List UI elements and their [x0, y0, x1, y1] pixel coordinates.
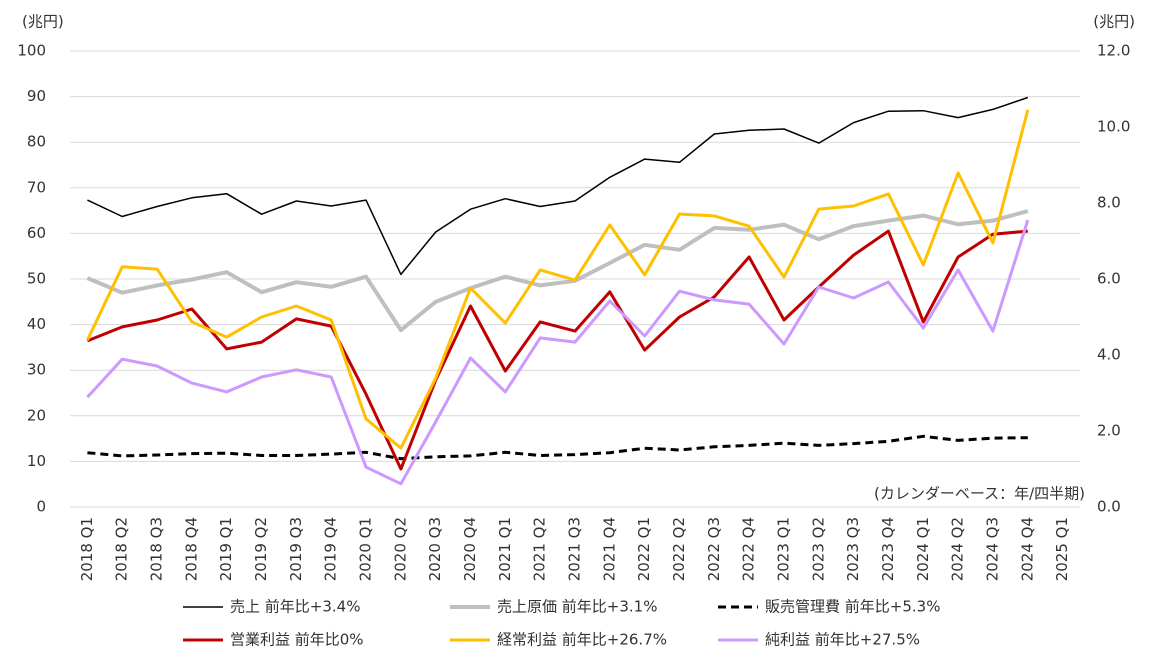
- y-tick-label: 40: [27, 315, 46, 333]
- series-line: [86, 229, 1028, 471]
- x-tick-label: 2019 Q4: [322, 517, 340, 581]
- y2-tick-label: 2.0: [1097, 422, 1121, 440]
- x-tick-label: 2024 Q3: [983, 517, 1001, 581]
- y2-tick-label: 4.0: [1097, 346, 1121, 364]
- series-line: [87, 96, 1029, 276]
- y-tick-label: 30: [27, 361, 46, 379]
- x-tick-label: 2025 Q1: [1053, 517, 1071, 581]
- y-tick-label: 60: [27, 224, 46, 242]
- x-tick-label: 2021 Q3: [566, 517, 584, 581]
- x-tick-label: 2021 Q2: [531, 517, 549, 581]
- x-tick-label: 2022 Q4: [740, 517, 758, 581]
- series-line: [86, 209, 1029, 333]
- x-tick-label: 2018 Q4: [182, 517, 200, 581]
- y2-tick-label: 6.0: [1097, 270, 1121, 288]
- axis-note: (カレンダーベース：年/四半期): [874, 485, 1085, 503]
- x-tick-label: 2018 Q1: [78, 517, 96, 581]
- x-tick-label: 2020 Q2: [391, 517, 409, 581]
- y2-tick-label: 10.0: [1097, 118, 1130, 136]
- x-tick-label: 2023 Q1: [774, 517, 792, 581]
- legend-label: 売上 前年比+3.4%: [230, 598, 360, 616]
- x-tick-label: 2019 Q3: [287, 517, 305, 581]
- series-line: [86, 219, 1030, 486]
- x-tick-label: 2022 Q3: [705, 517, 723, 581]
- x-tick-label: 2024 Q2: [949, 517, 967, 581]
- y-tick-label: 70: [27, 178, 46, 196]
- x-tick-label: 2024 Q4: [1018, 517, 1036, 581]
- series-line: [87, 434, 1028, 461]
- legend-label: 純利益 前年比+27.5%: [765, 631, 920, 649]
- legend-label: 売上原価 前年比+3.1%: [497, 598, 657, 616]
- legend-label: 経常利益 前年比+26.7%: [497, 631, 667, 649]
- series-line: [86, 109, 1030, 450]
- y-tick-label: 80: [27, 133, 46, 151]
- y-tick-label: 90: [27, 87, 46, 105]
- y-tick-label: 100: [17, 42, 46, 60]
- y2-tick-label: 12.0: [1097, 42, 1130, 60]
- y-tick-label: 10: [27, 452, 46, 470]
- legend-label: 営業利益 前年比0%: [230, 631, 364, 649]
- legend-label: 販売管理費 前年比+5.3%: [765, 598, 940, 616]
- y-tick-label: 50: [27, 270, 46, 288]
- x-tick-label: 2021 Q4: [600, 517, 618, 581]
- y-tick-label: 0: [36, 498, 46, 516]
- x-tick-label: 2022 Q2: [670, 517, 688, 581]
- x-tick-label: 2024 Q1: [914, 517, 932, 581]
- y2-tick-label: 0.0: [1097, 498, 1121, 516]
- x-tick-label: 2018 Q3: [148, 517, 166, 581]
- x-tick-label: 2018 Q2: [113, 517, 131, 581]
- x-tick-label: 2019 Q1: [217, 517, 235, 581]
- x-tick-label: 2021 Q1: [496, 517, 514, 581]
- x-tick-label: 2020 Q3: [426, 517, 444, 581]
- x-tick-label: 2020 Q4: [461, 517, 479, 581]
- x-tick-label: 2019 Q2: [252, 517, 270, 581]
- x-tick-label: 2022 Q1: [635, 517, 653, 581]
- x-tick-label: 2023 Q4: [879, 517, 897, 581]
- x-tick-label: 2023 Q3: [844, 517, 862, 581]
- left-unit: (兆円): [22, 13, 64, 31]
- y2-tick-label: 8.0: [1097, 194, 1121, 212]
- x-tick-label: 2020 Q1: [357, 517, 375, 581]
- y-tick-label: 20: [27, 406, 46, 424]
- right-unit: (兆円): [1093, 13, 1135, 31]
- x-tick-label: 2023 Q2: [809, 517, 827, 581]
